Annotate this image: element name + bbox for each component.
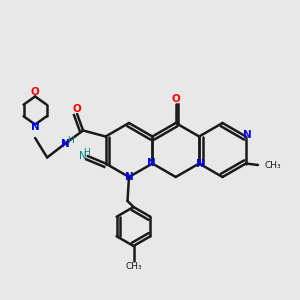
Text: H: H	[83, 148, 89, 157]
Text: O: O	[31, 87, 40, 97]
Text: CH₃: CH₃	[265, 160, 281, 169]
Text: N: N	[79, 151, 87, 161]
Text: N: N	[61, 139, 70, 149]
Text: N: N	[243, 130, 252, 140]
Text: O: O	[171, 94, 180, 104]
Text: CH₃: CH₃	[125, 262, 142, 271]
Text: N: N	[31, 122, 40, 132]
Text: N: N	[124, 172, 134, 182]
Text: O: O	[73, 104, 82, 115]
Text: H: H	[67, 136, 74, 145]
Text: N: N	[146, 158, 155, 169]
Text: N: N	[196, 159, 204, 169]
